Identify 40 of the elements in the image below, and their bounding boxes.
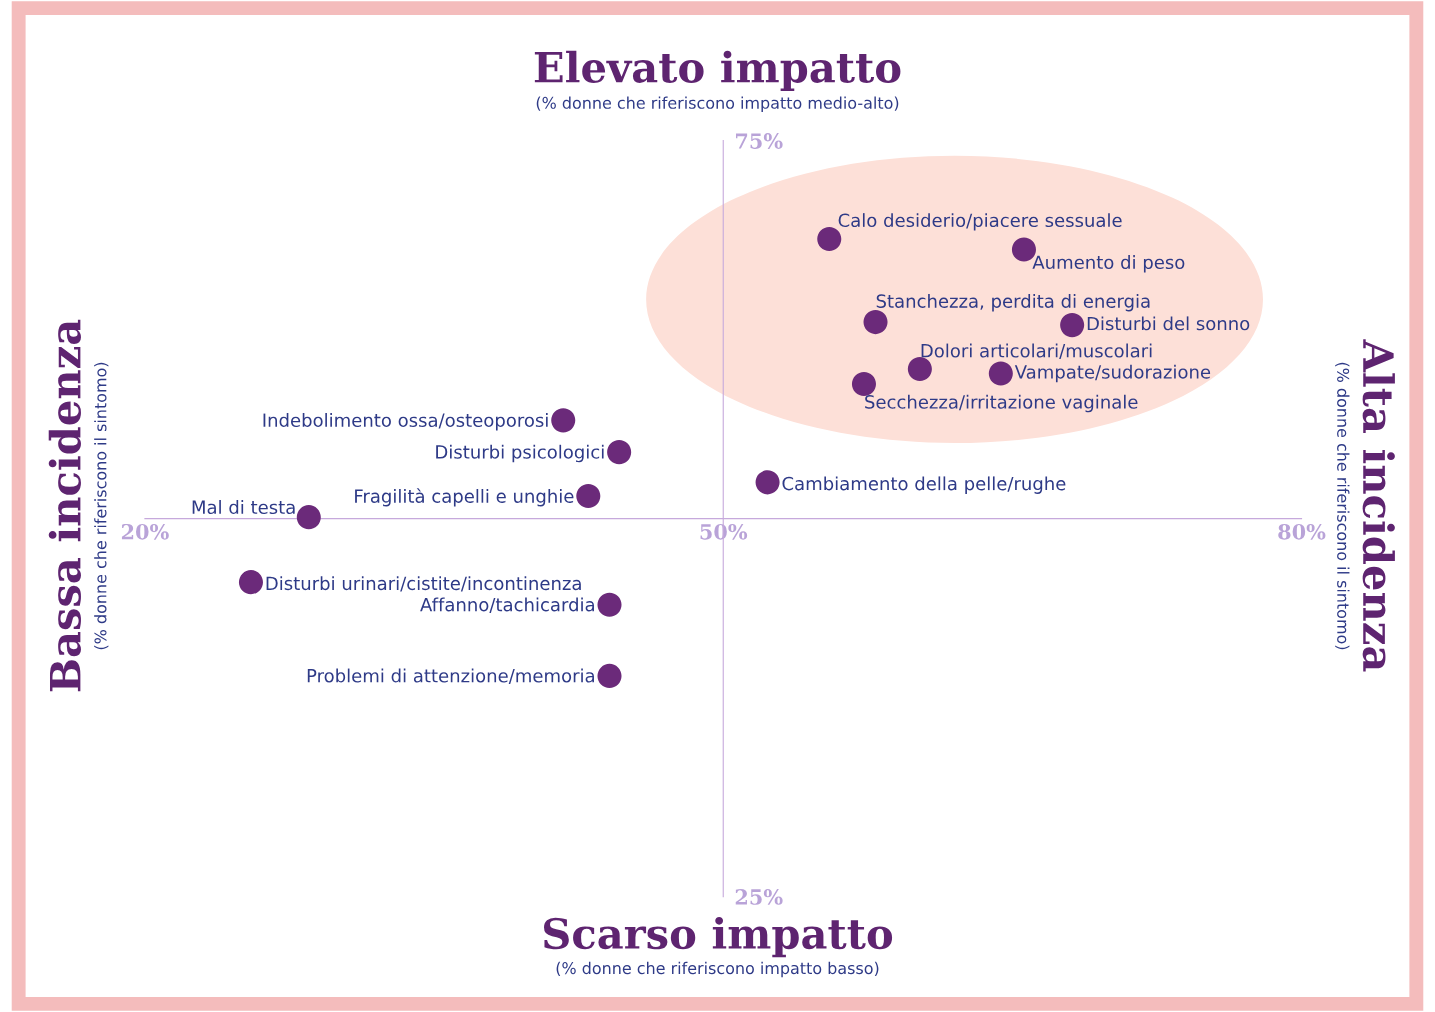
point <box>597 663 622 688</box>
annotation: Indebolimento ossa/osteoporosi <box>263 413 548 431</box>
point <box>988 361 1013 386</box>
x-tick-label: 20% <box>121 523 169 540</box>
annotation: Stanchezza, perdita di energia <box>876 293 1150 312</box>
y-tick-label: 25% <box>735 889 783 905</box>
annotation: Disturbi psicologici <box>436 444 604 463</box>
point <box>817 226 842 251</box>
annotation: Vampate/sudorazione <box>1014 364 1211 383</box>
text: (% donne che riferiscono il sintomo) <box>1335 362 1350 650</box>
annotation: Secchezza/irritazione vaginale <box>865 394 1138 413</box>
text: Alta incidenza <box>1362 339 1395 672</box>
annotation: Calo desiderio/piacere sessuale <box>838 213 1122 231</box>
text: Scarso impatto <box>544 916 893 958</box>
point <box>907 356 932 381</box>
annotation: Cambiamento della pelle/rughe <box>782 476 1066 494</box>
y-tick-label: 75% <box>736 133 783 149</box>
text: (% donne che riferiscono impatto medio-alto) <box>536 96 899 112</box>
annotation: Disturbi del sonno <box>1087 316 1250 331</box>
annotation: Affanno/tachicardia <box>420 597 594 613</box>
point <box>1060 313 1085 338</box>
point <box>576 483 601 508</box>
point <box>296 505 321 530</box>
point <box>863 310 888 335</box>
point <box>607 440 632 465</box>
text: (% donne che riferiscono il sintomo) <box>94 362 109 650</box>
annotation: Mal di testa <box>192 500 295 515</box>
text: Bassa incidenza <box>48 319 81 692</box>
annotation: Disturbi urinari/cistite/incontinenza <box>266 576 581 592</box>
point <box>238 570 263 595</box>
text: Elevato impatto <box>534 50 901 91</box>
annotation: Dolori articolari/muscolari <box>921 343 1152 359</box>
point <box>597 592 622 617</box>
point <box>551 408 576 433</box>
annotation: Fragilità capelli e unghie <box>355 488 574 507</box>
point <box>755 470 780 495</box>
annotation: Aumento di peso <box>1032 255 1185 273</box>
x-tick-label: 80% <box>1278 523 1326 540</box>
text: (% donne che riferiscono impatto basso) <box>556 961 879 978</box>
annotation: Problemi di attenzione/memoria <box>307 668 594 684</box>
